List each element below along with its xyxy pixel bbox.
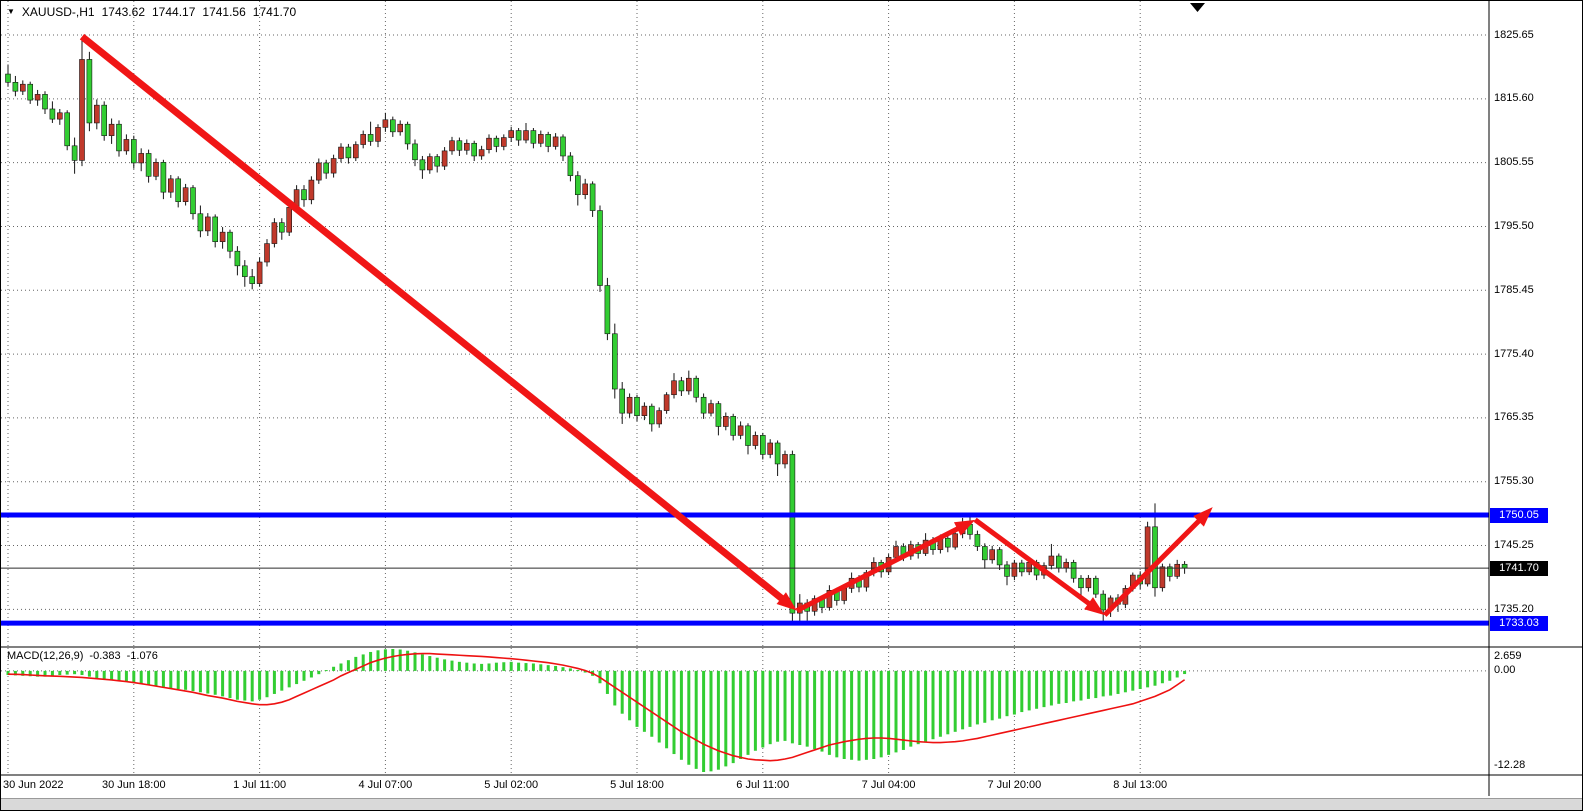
trend-arrowhead xyxy=(1084,597,1105,616)
macd-signal-line xyxy=(7,652,1186,762)
macd-indicator-label: MACD(12,26,9) -0.383 -1.076 xyxy=(7,650,158,662)
candles xyxy=(5,37,1188,624)
quote-low: 1741.56 xyxy=(202,5,246,19)
trend-arrow-line[interactable] xyxy=(973,517,1097,610)
trend-arrowhead xyxy=(776,592,797,611)
macd-main-value: -0.383 xyxy=(89,650,121,662)
trend-arrowhead xyxy=(953,519,976,536)
trend-arrow-line[interactable] xyxy=(79,33,790,606)
symbol-period-label: XAUUSD-,H1 xyxy=(21,5,95,19)
macd-signal-value: -1.076 xyxy=(126,650,158,662)
trend-arrowhead xyxy=(1193,507,1213,527)
chart-quote-header: ▼ XAUUSD-,H1 1743.62 1744.17 1741.56 174… xyxy=(7,5,296,19)
macd-histogram xyxy=(6,648,1187,772)
trend-arrows[interactable] xyxy=(79,33,1213,617)
quote-high: 1744.17 xyxy=(152,5,196,19)
horizontal-scrollbar[interactable] xyxy=(0,798,1583,811)
macd-name-label: MACD(12,26,9) xyxy=(7,650,84,662)
quote-close: 1741.70 xyxy=(252,5,297,19)
quote-open: 1743.62 xyxy=(101,5,145,19)
chart-shift-marker-icon xyxy=(1190,3,1205,12)
trend-arrow-line[interactable] xyxy=(795,523,966,613)
symbol-dropdown-icon[interactable]: ▼ xyxy=(7,7,15,16)
gridlines xyxy=(1,1,1489,774)
trend-arrow-line[interactable] xyxy=(1102,513,1206,617)
